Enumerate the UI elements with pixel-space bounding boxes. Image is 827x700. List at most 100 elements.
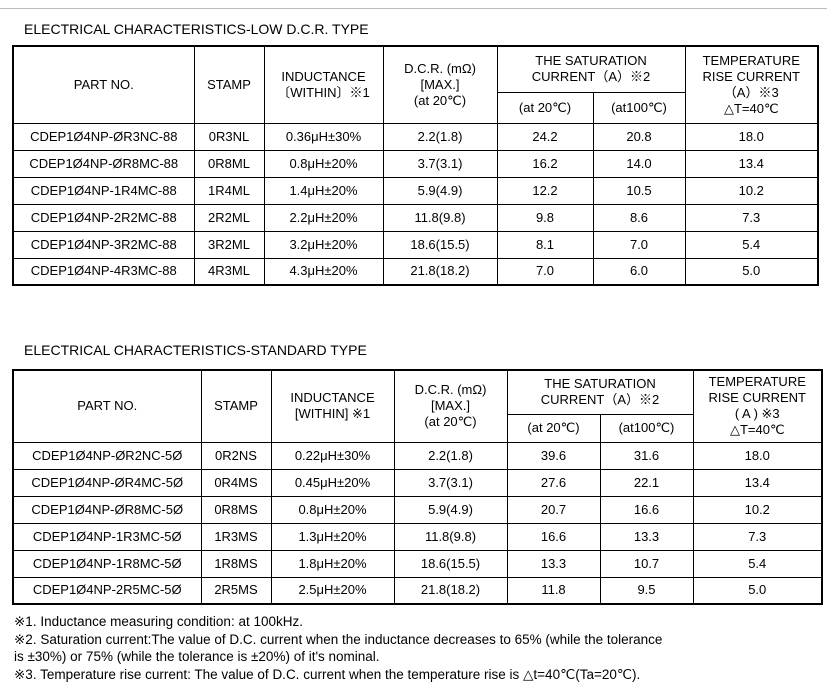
cell-sat-100: 22.1 [599, 468, 694, 497]
top-divider-line [0, 8, 827, 9]
cell-sat-100: 7.0 [592, 230, 686, 259]
cell-temp-rise: 5.4 [684, 230, 819, 259]
header-sat-100: (at100℃) [592, 91, 686, 124]
table-row: CDEP1Ø4NP-2R5MC-5Ø 2R5MS 2.5μH±20% 21.8(… [12, 576, 823, 605]
cell-temp-rise: 5.4 [692, 549, 823, 578]
cell-inductance: 0.36μH±30% [263, 122, 384, 151]
header-temperature: TEMPERATURE RISE CURRENT ( A ) ※3 △T=40℃ [692, 369, 823, 443]
header-inductance-line1: INDUCTANCE [290, 390, 375, 406]
header-stamp: STAMP [193, 45, 265, 124]
cell-dcr: 5.9(4.9) [393, 495, 508, 524]
cell-sat-20: 9.8 [496, 203, 594, 232]
cell-temp-rise: 13.4 [692, 468, 823, 497]
header-temperature-line2: RISE CURRENT [702, 68, 800, 84]
cell-stamp: 0R4MS [200, 468, 272, 497]
table-row: CDEP1Ø4NP-1R3MC-5Ø 1R3MS 1.3μH±20% 11.8(… [12, 522, 823, 551]
cell-part-no: CDEP1Ø4NP-1R3MC-5Ø [12, 522, 202, 551]
header-saturation-line2: CURRENT（A）※2 [540, 392, 660, 408]
header-temperature-line4: △T=40℃ [723, 100, 779, 116]
cell-inductance: 1.8μH±20% [270, 549, 395, 578]
cell-sat-100: 8.6 [592, 203, 686, 232]
cell-stamp: 0R2NS [200, 441, 272, 470]
header-temperature-line1: TEMPERATURE [702, 52, 800, 68]
cell-sat-20: 16.2 [496, 149, 594, 178]
cell-sat-100: 10.5 [592, 176, 686, 205]
cell-dcr: 11.8(9.8) [382, 203, 498, 232]
cell-sat-100: 10.7 [599, 549, 694, 578]
cell-sat-100: 6.0 [592, 257, 686, 286]
table-row: CDEP1Ø4NP-ØR3NC-88 0R3NL 0.36μH±30% 2.2(… [12, 122, 819, 151]
cell-sat-100: 9.5 [599, 576, 694, 605]
cell-dcr: 2.2(1.8) [393, 441, 508, 470]
header-temperature: TEMPERATURE RISE CURRENT （A）※3 △T=40℃ [684, 45, 819, 124]
table-row: CDEP1Ø4NP-ØR4MC-5Ø 0R4MS 0.45μH±20% 3.7(… [12, 468, 823, 497]
header-saturation-line1: THE SATURATION [544, 376, 656, 392]
header-stamp: STAMP [200, 369, 272, 443]
cell-stamp: 1R3MS [200, 522, 272, 551]
header-inductance: INDUCTANCE 〔WITHIN〕※1 [263, 45, 384, 124]
cell-sat-100: 14.0 [592, 149, 686, 178]
header-inductance-line1: INDUCTANCE [281, 68, 366, 84]
table-row: CDEP1Ø4NP-ØR2NC-5Ø 0R2NS 0.22μH±30% 2.2(… [12, 441, 823, 470]
header-dcr-line1: D.C.R. (mΩ) [404, 60, 476, 76]
header-dcr-line3: (at 20℃) [413, 92, 467, 108]
cell-temp-rise: 5.0 [684, 257, 819, 286]
cell-temp-rise: 7.3 [692, 522, 823, 551]
section-title-standard: ELECTRICAL CHARACTERISTICS-STANDARD TYPE [24, 342, 367, 358]
cell-part-no: CDEP1Ø4NP-4R3MC-88 [12, 257, 195, 286]
cell-temp-rise: 18.0 [692, 441, 823, 470]
cell-sat-100: 16.6 [599, 495, 694, 524]
footnotes: ※1. Inductance measuring condition: at 1… [14, 613, 824, 683]
header-temperature-line3: （A）※3 [723, 84, 779, 100]
cell-part-no: CDEP1Ø4NP-2R2MC-88 [12, 203, 195, 232]
header-sat-100: (at100℃) [599, 413, 694, 443]
cell-dcr: 18.6(15.5) [393, 549, 508, 578]
cell-sat-20: 39.6 [506, 441, 601, 470]
table-row: CDEP1Ø4NP-ØR8MC-5Ø 0R8MS 0.8μH±20% 5.9(4… [12, 495, 823, 524]
low-dcr-spec-table: PART NO. STAMP INDUCTANCE 〔WITHIN〕※1 D.C… [12, 45, 819, 286]
cell-inductance: 3.2μH±20% [263, 230, 384, 259]
header-dcr-line2: [MAX.] [430, 398, 470, 414]
header-inductance: INDUCTANCE [WITHIN] ※1 [270, 369, 395, 443]
cell-stamp: 1R4ML [193, 176, 265, 205]
cell-stamp: 2R5MS [200, 576, 272, 605]
footnote-2: ※2. Saturation current:The value of D.C.… [14, 631, 663, 647]
cell-stamp: 0R8MS [200, 495, 272, 524]
cell-inductance: 2.5μH±20% [270, 576, 395, 605]
footnote-2-continued: is ±30%) or 75% (while the tolerance is … [14, 649, 380, 664]
cell-dcr: 3.7(3.1) [382, 149, 498, 178]
cell-sat-20: 20.7 [506, 495, 601, 524]
cell-part-no: CDEP1Ø4NP-1R4MC-88 [12, 176, 195, 205]
cell-sat-100: 20.8 [592, 122, 686, 151]
section-title-low-dcr: ELECTRICAL CHARACTERISTICS-LOW D.C.R. TY… [24, 21, 369, 37]
cell-inductance: 0.22μH±30% [270, 441, 395, 470]
cell-sat-20: 24.2 [496, 122, 594, 151]
cell-inductance: 0.8μH±20% [270, 495, 395, 524]
cell-temp-rise: 5.0 [692, 576, 823, 605]
header-inductance-line2: 〔WITHIN〕※1 [277, 84, 370, 100]
cell-stamp: 1R8MS [200, 549, 272, 578]
cell-stamp: 0R8ML [193, 149, 265, 178]
cell-dcr: 21.8(18.2) [393, 576, 508, 605]
cell-part-no: CDEP1Ø4NP-ØR4MC-5Ø [12, 468, 202, 497]
header-sat-20: (at 20℃) [506, 413, 601, 443]
cell-sat-20: 16.6 [506, 522, 601, 551]
cell-part-no: CDEP1Ø4NP-ØR2NC-5Ø [12, 441, 202, 470]
cell-sat-20: 7.0 [496, 257, 594, 286]
cell-dcr: 18.6(15.5) [382, 230, 498, 259]
cell-stamp: 3R2ML [193, 230, 265, 259]
footnote-1: ※1. Inductance measuring condition: at 1… [14, 614, 303, 629]
cell-sat-20: 8.1 [496, 230, 594, 259]
cell-dcr: 11.8(9.8) [393, 522, 508, 551]
cell-dcr: 2.2(1.8) [382, 122, 498, 151]
cell-stamp: 2R2ML [193, 203, 265, 232]
header-temperature-line2: RISE CURRENT [708, 390, 806, 406]
header-saturation: THE SATURATION CURRENT（A）※2 [506, 369, 694, 415]
header-saturation-line1: THE SATURATION [535, 53, 647, 69]
table-row: CDEP1Ø4NP-1R8MC-5Ø 1R8MS 1.8μH±20% 18.6(… [12, 549, 823, 578]
cell-part-no: CDEP1Ø4NP-2R5MC-5Ø [12, 576, 202, 605]
header-temperature-line1: TEMPERATURE [708, 374, 806, 390]
cell-sat-20: 12.2 [496, 176, 594, 205]
cell-stamp: 4R3ML [193, 257, 265, 286]
cell-sat-100: 13.3 [599, 522, 694, 551]
